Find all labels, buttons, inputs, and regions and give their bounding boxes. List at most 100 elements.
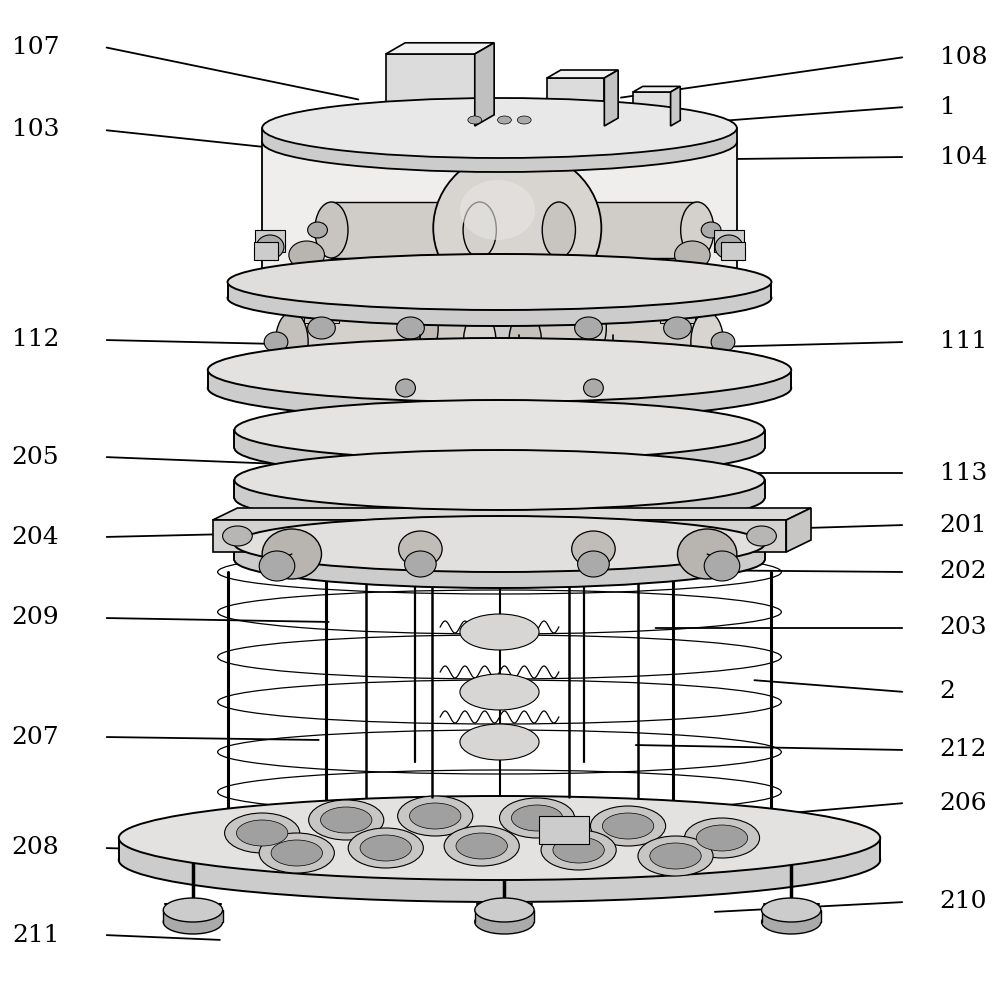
Ellipse shape — [413, 302, 439, 354]
Ellipse shape — [208, 356, 791, 420]
Ellipse shape — [684, 818, 759, 858]
Ellipse shape — [577, 551, 609, 577]
Ellipse shape — [321, 807, 372, 833]
Text: 204: 204 — [12, 526, 59, 548]
Text: 210: 210 — [940, 890, 987, 914]
Polygon shape — [659, 298, 695, 323]
Text: 107: 107 — [12, 35, 59, 58]
Ellipse shape — [696, 825, 747, 851]
Text: 103: 103 — [12, 118, 59, 141]
Ellipse shape — [715, 235, 743, 259]
Ellipse shape — [480, 322, 519, 354]
Ellipse shape — [235, 468, 764, 528]
Ellipse shape — [601, 352, 625, 372]
Ellipse shape — [397, 317, 425, 339]
Ellipse shape — [262, 98, 737, 158]
Ellipse shape — [434, 150, 601, 306]
Ellipse shape — [262, 112, 737, 172]
Text: 207: 207 — [12, 726, 59, 748]
Text: 202: 202 — [940, 560, 987, 584]
Ellipse shape — [225, 813, 300, 853]
Ellipse shape — [602, 813, 653, 839]
Ellipse shape — [228, 270, 771, 326]
Ellipse shape — [119, 796, 880, 880]
Polygon shape — [761, 910, 821, 922]
Ellipse shape — [674, 241, 710, 269]
Text: 201: 201 — [940, 514, 987, 536]
Ellipse shape — [208, 338, 791, 402]
Ellipse shape — [464, 202, 497, 258]
Ellipse shape — [704, 551, 740, 581]
Ellipse shape — [580, 302, 606, 354]
Ellipse shape — [677, 529, 737, 579]
Polygon shape — [235, 544, 764, 560]
Ellipse shape — [542, 202, 575, 258]
Ellipse shape — [256, 235, 284, 259]
Text: 108: 108 — [940, 45, 987, 68]
Ellipse shape — [475, 898, 534, 922]
Ellipse shape — [259, 833, 335, 873]
Ellipse shape — [500, 798, 574, 838]
Text: 212: 212 — [940, 738, 987, 762]
Ellipse shape — [552, 837, 604, 863]
Ellipse shape — [235, 532, 764, 588]
Ellipse shape — [235, 516, 764, 572]
Text: 112: 112 — [12, 328, 59, 352]
Polygon shape — [547, 70, 618, 78]
Ellipse shape — [711, 332, 735, 352]
Ellipse shape — [746, 526, 776, 546]
Polygon shape — [475, 43, 495, 126]
Ellipse shape — [638, 836, 713, 876]
Ellipse shape — [360, 835, 412, 861]
Ellipse shape — [456, 833, 507, 859]
Ellipse shape — [235, 450, 764, 510]
Ellipse shape — [235, 418, 764, 478]
Text: 104: 104 — [940, 145, 987, 168]
Ellipse shape — [583, 379, 603, 397]
Polygon shape — [208, 370, 791, 388]
Text: 1: 1 — [940, 96, 955, 118]
Polygon shape — [721, 242, 744, 260]
Ellipse shape — [590, 806, 665, 846]
Ellipse shape — [472, 260, 527, 304]
Polygon shape — [262, 128, 737, 142]
Ellipse shape — [163, 898, 223, 922]
Ellipse shape — [701, 222, 721, 238]
Ellipse shape — [392, 414, 420, 438]
Ellipse shape — [237, 820, 288, 846]
Ellipse shape — [396, 379, 416, 397]
Ellipse shape — [271, 840, 323, 866]
Polygon shape — [235, 480, 764, 498]
Ellipse shape — [223, 526, 253, 546]
Polygon shape — [670, 86, 680, 126]
Polygon shape — [547, 78, 604, 126]
Polygon shape — [633, 86, 680, 92]
Ellipse shape — [663, 317, 691, 339]
Ellipse shape — [409, 352, 433, 372]
Ellipse shape — [410, 803, 461, 829]
Ellipse shape — [445, 826, 519, 866]
Ellipse shape — [498, 116, 511, 124]
Polygon shape — [558, 202, 697, 258]
Ellipse shape — [399, 531, 443, 567]
Ellipse shape — [289, 241, 325, 269]
Polygon shape — [213, 520, 786, 552]
Text: 205: 205 — [12, 446, 59, 468]
Ellipse shape — [649, 843, 701, 869]
Ellipse shape — [460, 614, 539, 650]
Polygon shape — [213, 508, 811, 520]
Polygon shape — [539, 816, 588, 844]
Text: 111: 111 — [940, 330, 987, 354]
Polygon shape — [304, 298, 340, 323]
Ellipse shape — [259, 551, 295, 581]
Text: 211: 211 — [12, 924, 59, 946]
Ellipse shape — [309, 800, 384, 840]
Ellipse shape — [574, 317, 602, 339]
Ellipse shape — [508, 312, 541, 372]
Text: 208: 208 — [12, 836, 59, 859]
Ellipse shape — [398, 796, 473, 836]
Ellipse shape — [475, 910, 534, 934]
Polygon shape — [570, 298, 606, 323]
Polygon shape — [386, 54, 475, 126]
Ellipse shape — [691, 312, 723, 372]
